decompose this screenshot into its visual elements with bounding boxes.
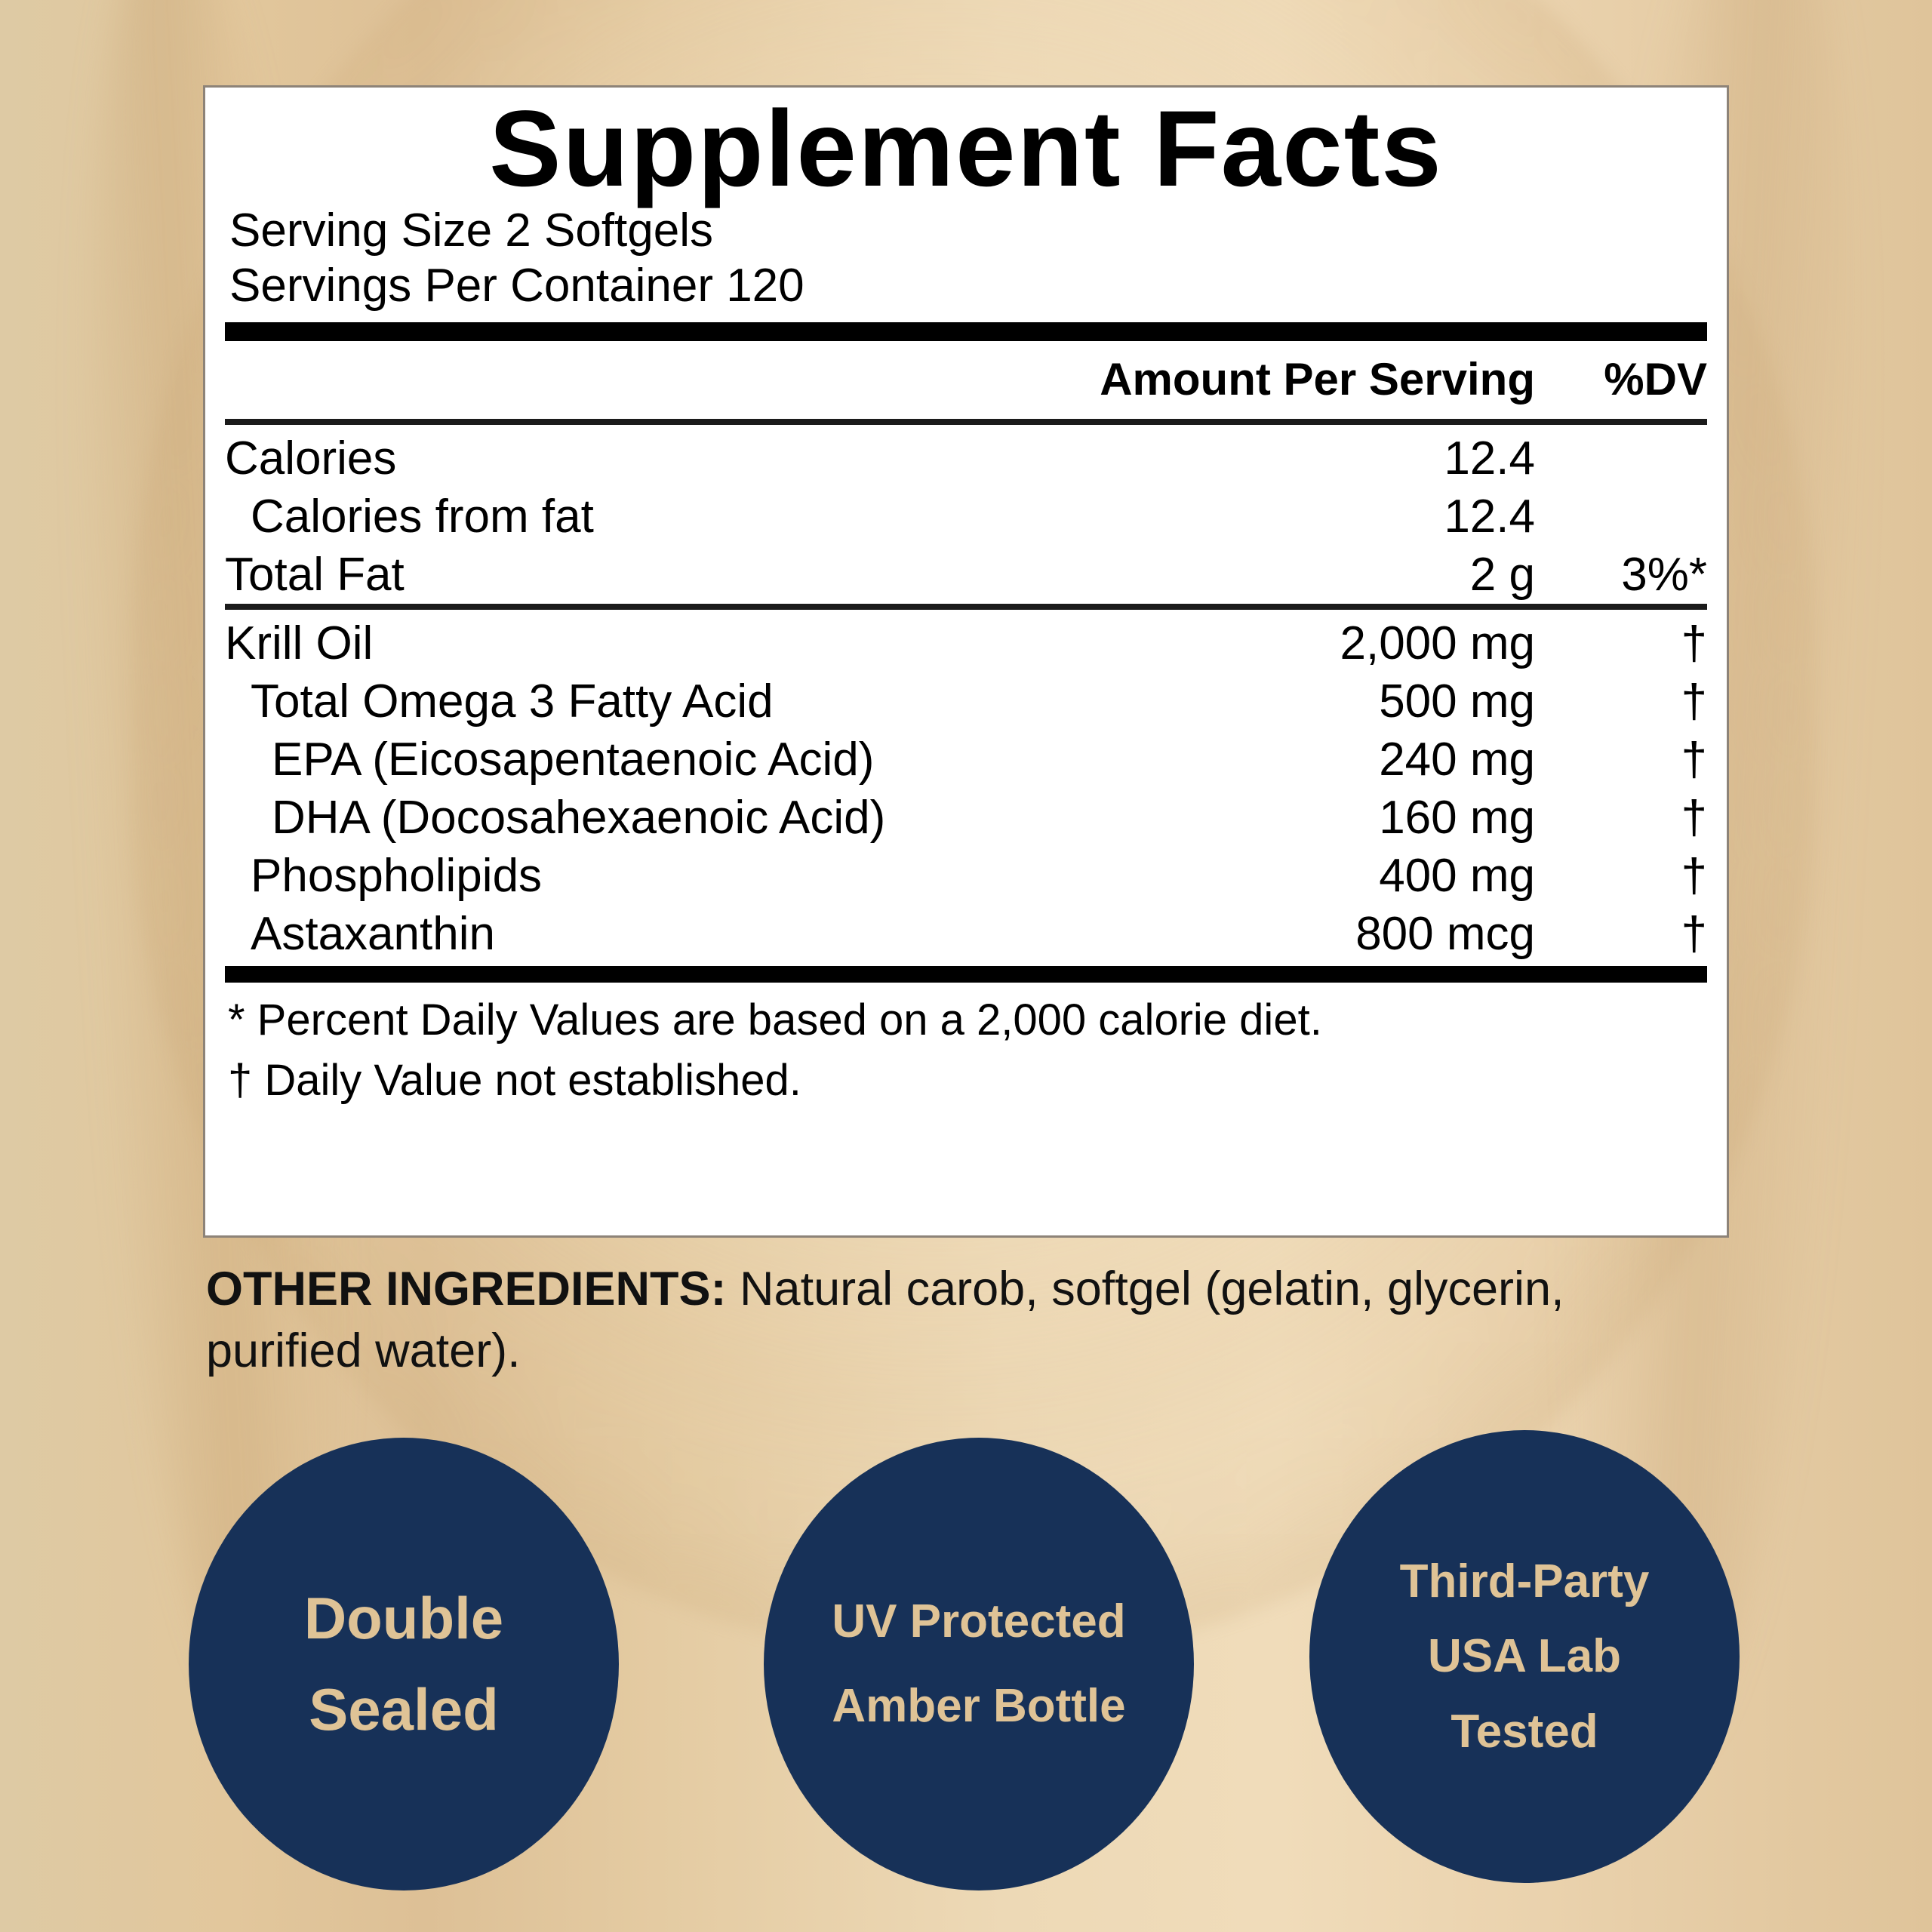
badge-line: Double: [303, 1585, 504, 1652]
nutrient-dv: †: [1681, 734, 1707, 786]
rule-between-groups: [225, 604, 1707, 611]
footnote-dagger: † Daily Value not established.: [228, 1055, 801, 1105]
nutrient-row: Calories 12.4: [225, 429, 1707, 488]
trust-badges: Double Sealed UV Protected Amber Bottle Th…: [181, 1430, 1743, 1898]
nutrient-row: Krill Oil 2,000 mg †: [225, 614, 1707, 672]
badge-double-sealed: Double Sealed: [189, 1438, 619, 1890]
nutrient-name: Astaxanthin: [251, 908, 495, 961]
badge-line: Sealed: [309, 1676, 499, 1743]
table-header-row: Amount Per Serving %DV: [225, 341, 1707, 419]
badge-third-party-usa-lab-tested: Third-Party USA Lab Tested: [1309, 1430, 1740, 1883]
nutrient-dv: †: [1681, 617, 1707, 670]
nutrient-dv: †: [1681, 850, 1707, 903]
nutrient-amount: 12.4: [1444, 491, 1535, 543]
nutrient-amount: 160 mg: [1379, 792, 1535, 844]
other-ingredients-label: OTHER INGREDIENTS:: [206, 1263, 727, 1315]
nutrient-row: Calories from fat 12.4: [225, 488, 1707, 546]
nutrient-group-ingredients: Krill Oil 2,000 mg † Total Omega 3 Fatty Ac…: [225, 610, 1707, 966]
nutrient-amount: 800 mcg: [1355, 908, 1535, 961]
other-ingredients-text: Natural carob, softgel (gelatin, glyceri…: [206, 1263, 1564, 1377]
header-amount-per-serving: Amount Per Serving: [1100, 354, 1535, 405]
nutrient-row: Total Fat 2 g 3%*: [225, 546, 1707, 604]
nutrient-dv: †: [1681, 792, 1707, 844]
nutrient-dv: †: [1681, 908, 1707, 961]
nutrient-amount: 12.4: [1444, 432, 1535, 485]
nutrient-row: EPA (Eicosapentaenoic Acid) 240 mg †: [225, 731, 1707, 789]
header-percent-dv: %DV: [1604, 354, 1707, 405]
nutrient-row: Total Omega 3 Fatty Acid 500 mg †: [225, 672, 1707, 731]
rule-above-footnotes: [225, 966, 1707, 983]
nutrient-group-calories: Calories 12.4 Calories from fat 12.4 Total F…: [225, 425, 1707, 604]
nutrient-amount: 2,000 mg: [1340, 617, 1535, 670]
badge-line: Amber Bottle: [832, 1680, 1126, 1732]
nutrient-amount: 2 g: [1469, 549, 1535, 601]
rule-under-header: [225, 419, 1707, 426]
footnote-daily-value-basis: * Percent Daily Values are based on a 2,…: [228, 995, 1322, 1045]
nutrient-name: Total Fat: [225, 549, 405, 601]
rule-top: [225, 322, 1707, 342]
badge-line: UV Protected: [832, 1595, 1126, 1648]
badge-line: Tested: [1451, 1705, 1598, 1758]
nutrient-dv: 3%*: [1621, 549, 1707, 601]
nutrient-dv: †: [1681, 675, 1707, 728]
nutrient-name: EPA (Eicosapentaenoic Acid): [272, 734, 875, 786]
servings-per-container: Servings Per Container 120: [229, 260, 804, 312]
nutrient-name: Calories from fat: [251, 491, 594, 543]
nutrient-row: Phospholipids 400 mg †: [225, 847, 1707, 905]
nutrient-amount: 500 mg: [1379, 675, 1535, 728]
panel-title: Supplement Facts: [489, 89, 1443, 209]
badge-line: USA Lab: [1427, 1630, 1622, 1683]
badge-uv-protected-amber-bottle: UV Protected Amber Bottle: [764, 1438, 1194, 1890]
nutrient-name: Calories: [225, 432, 397, 485]
nutrient-name: Krill Oil: [225, 617, 374, 670]
nutrient-name: Phospholipids: [251, 850, 543, 903]
nutrient-row: Astaxanthin 800 mcg †: [225, 905, 1707, 963]
other-ingredients: OTHER INGREDIENTS: Natural carob, softge…: [206, 1259, 1730, 1383]
supplement-facts-panel: Supplement Facts Serving Size 2 Softgels…: [203, 85, 1729, 1238]
nutrient-name: Total Omega 3 Fatty Acid: [251, 675, 774, 728]
nutrient-amount: 240 mg: [1379, 734, 1535, 786]
nutrient-row: DHA (Docosahexaenoic Acid) 160 mg †: [225, 789, 1707, 847]
nutrient-name: DHA (Docosahexaenoic Acid): [272, 792, 886, 844]
badge-line: Third-Party: [1399, 1555, 1650, 1608]
serving-size: Serving Size 2 Softgels: [229, 205, 714, 257]
nutrient-amount: 400 mg: [1379, 850, 1535, 903]
